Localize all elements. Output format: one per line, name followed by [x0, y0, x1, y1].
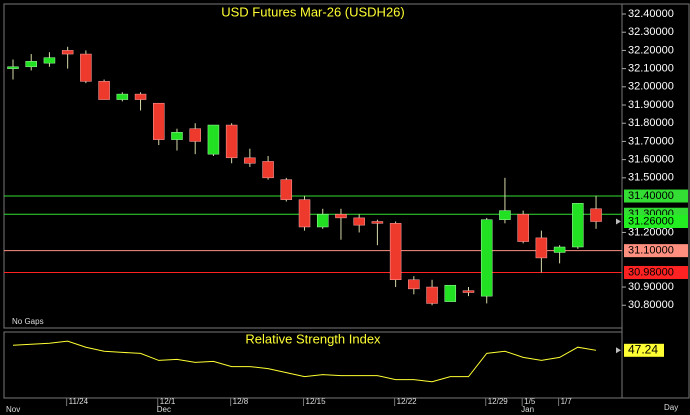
candle-body — [25, 61, 37, 68]
y-tick-label: 32.20000 — [628, 44, 674, 56]
x-tick-label: 12/22 — [397, 397, 418, 406]
candle-body — [43, 57, 56, 64]
month-label: Dec — [157, 405, 171, 414]
candle-body — [389, 223, 402, 281]
price-label-box — [624, 189, 688, 203]
candle-body — [316, 213, 329, 228]
y-tick-label: 32.00000 — [628, 81, 674, 93]
x-tick-label: 12/15 — [306, 397, 327, 406]
candle-body — [80, 53, 92, 82]
candle-body — [590, 208, 602, 222]
last-price-label: 31.26000 — [628, 215, 674, 227]
candle-body — [499, 210, 511, 220]
candle-body — [426, 286, 438, 304]
candle-body — [153, 102, 165, 140]
candle-body — [444, 284, 457, 302]
x-axis-label: Day — [664, 403, 678, 412]
candle-body — [262, 161, 274, 179]
candle-body — [353, 217, 365, 226]
candle-body — [98, 81, 110, 100]
y-tick-label: 30.90000 — [628, 281, 674, 293]
candle-body — [207, 124, 220, 155]
month-label: Nov — [6, 405, 20, 414]
candle-body — [61, 50, 74, 55]
candle-body — [462, 290, 475, 293]
rsi-line — [12, 340, 597, 383]
annotation: No Gaps — [12, 317, 44, 326]
candle-body — [7, 66, 19, 69]
candle-body — [171, 132, 183, 140]
y-tick-label: 31.20000 — [628, 226, 674, 238]
y-tick-label: 32.40000 — [628, 8, 674, 20]
candle-body — [280, 179, 293, 200]
candle-body — [517, 213, 529, 242]
x-tick-label: 11/24 — [69, 397, 89, 406]
y-tick-label: 31.80000 — [628, 117, 674, 129]
rsi-value-label: 47.24 — [628, 342, 658, 356]
candle-body — [408, 279, 420, 290]
chart-title: USD Futures Mar-26 (USDH26) — [221, 4, 405, 19]
candle-body — [116, 93, 129, 100]
x-tick-label: 12/1 — [160, 397, 176, 406]
y-tick-label: 31.90000 — [628, 99, 674, 111]
candle-body — [225, 124, 238, 159]
y-tick-label: 32.30000 — [628, 26, 674, 38]
price-label-box — [624, 265, 688, 279]
last-price-arrow — [616, 218, 621, 225]
x-tick-label: 12/29 — [488, 397, 509, 406]
y-tick-label: 31.60000 — [628, 154, 674, 166]
candle-body — [335, 213, 347, 219]
x-tick-label: 12/8 — [233, 397, 249, 406]
candle-body — [244, 157, 256, 164]
x-tick-label: 1/7 — [561, 397, 573, 406]
y-tick-label: 30.80000 — [628, 299, 674, 311]
price-label-box — [624, 244, 688, 258]
candle-body — [535, 237, 548, 259]
candle-body — [371, 221, 384, 224]
price-label: 31.10000 — [628, 245, 674, 257]
price-label: 31.40000 — [628, 190, 674, 202]
y-tick-label: 32.10000 — [628, 63, 674, 75]
y-tick-label: 31.50000 — [628, 172, 674, 184]
candle-body — [298, 199, 311, 228]
month-label: Jan — [521, 405, 534, 414]
rsi-arrow — [616, 347, 621, 354]
last-price-box — [624, 215, 688, 229]
y-tick-label: 31.70000 — [628, 135, 674, 147]
candle-body — [572, 203, 584, 248]
x-tick-label: 1/5 — [524, 397, 536, 406]
candle-body — [189, 128, 201, 142]
rsi-title: Relative Strength Index — [245, 331, 381, 346]
candle-body — [553, 246, 566, 253]
candle-body — [134, 93, 147, 100]
candle-body — [480, 219, 493, 297]
price-label: 30.98000 — [628, 266, 674, 278]
rsi-value-box — [624, 343, 664, 357]
